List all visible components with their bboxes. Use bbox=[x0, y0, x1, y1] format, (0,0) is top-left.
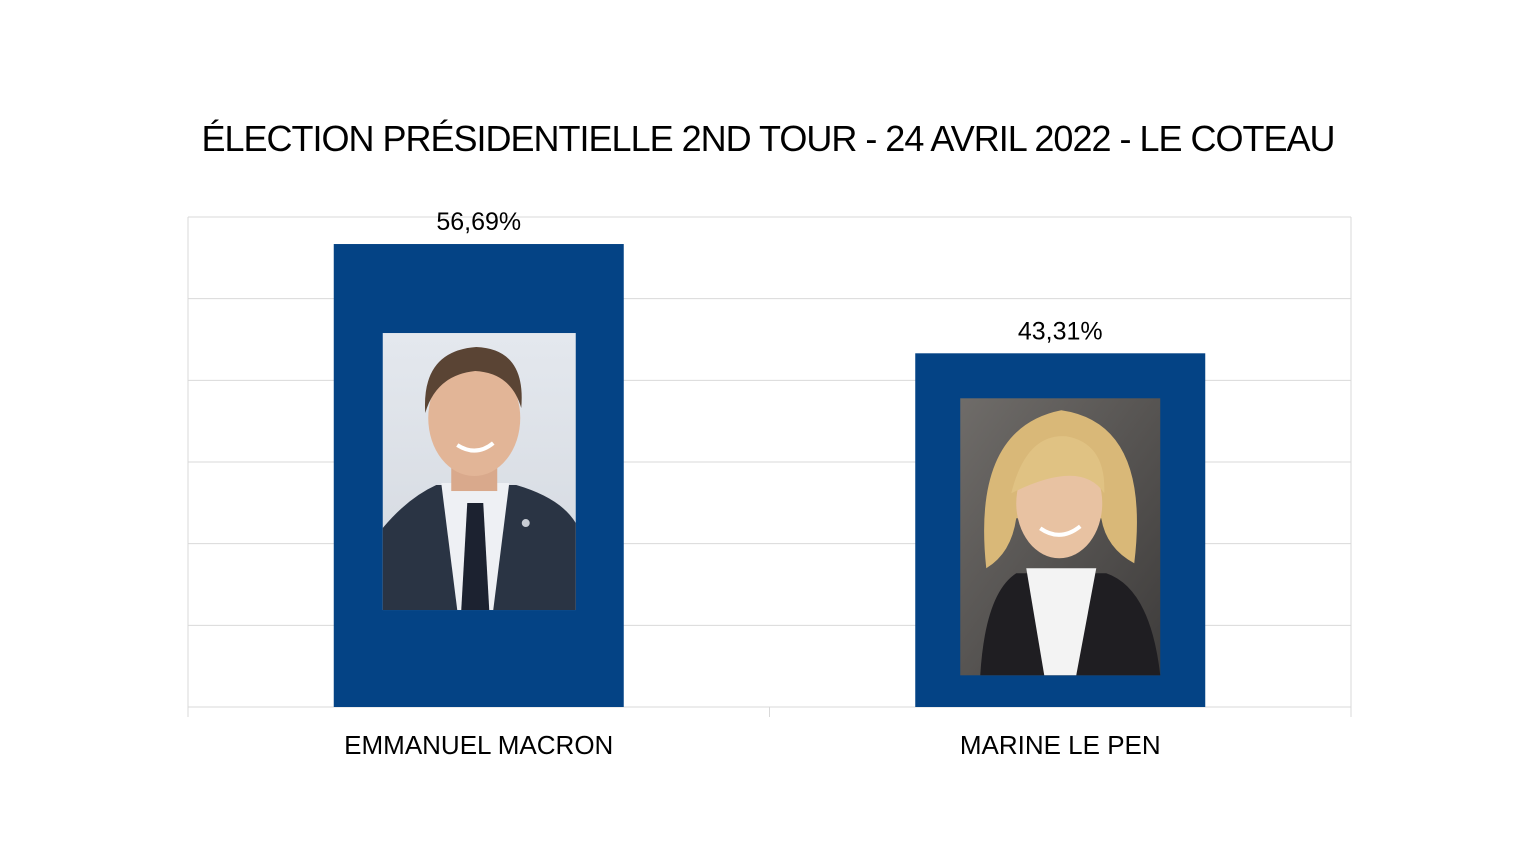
data-label: 43,31% bbox=[1018, 317, 1103, 345]
labels: 56,69% EMMANUEL MACRON 43,31% MARINE LE PEN bbox=[344, 208, 1161, 760]
chart-title: ÉLECTION PRÉSIDENTIELLE 2ND TOUR - 24 AV… bbox=[201, 118, 1335, 159]
portrait-emmanuel-macron-icon bbox=[382, 333, 576, 611]
data-label: 56,69% bbox=[436, 208, 521, 236]
category-label: MARINE LE PEN bbox=[960, 730, 1161, 760]
portrait-marine-le-pen-icon bbox=[960, 398, 1161, 676]
bars bbox=[333, 244, 1206, 707]
category-label: EMMANUEL MACRON bbox=[344, 730, 613, 760]
